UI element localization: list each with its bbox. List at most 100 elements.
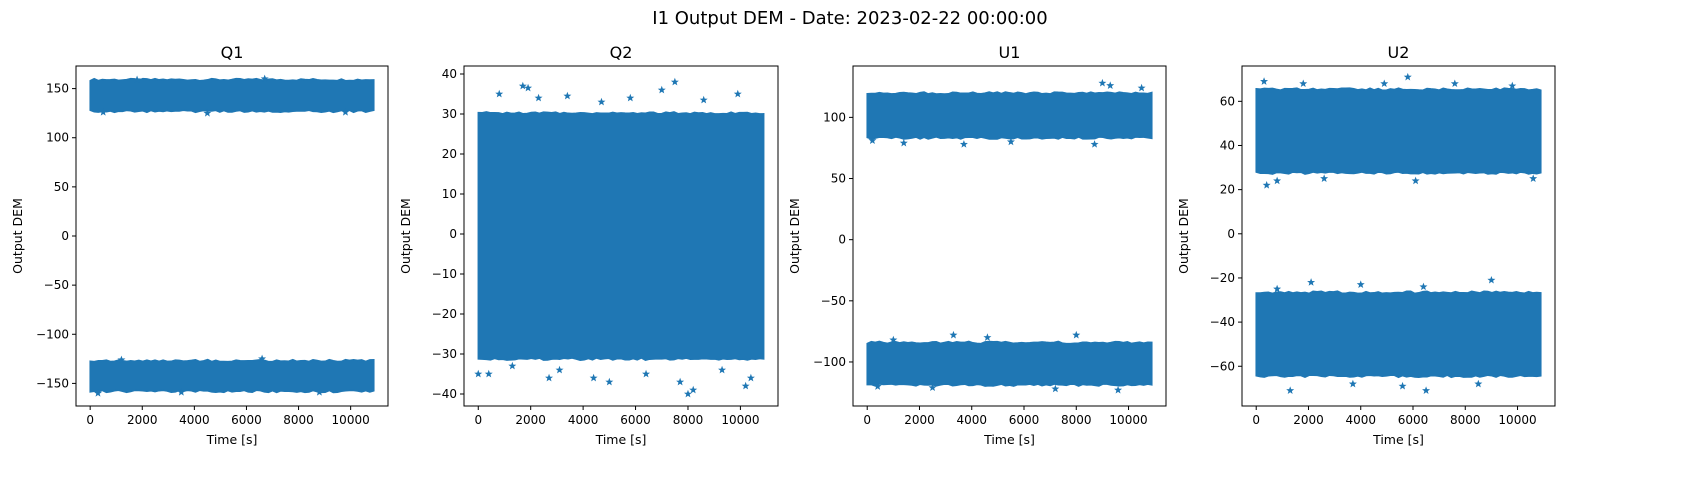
x-tick-label: 0 [474,413,482,427]
subplot-u1: 0 2000 4000 6000 8000 10000 −100 −50 0 50 100 U1 Tim… [787,43,1167,447]
data-point-q1-2-3 [177,388,186,396]
data-point-u1-2-1 [949,330,958,339]
data-point-u2-1-5 [1450,79,1459,88]
data-point-q1-2-4 [315,388,324,396]
data-point-q2-1-23 [718,365,727,374]
y-tick-label: 20 [1220,183,1235,197]
x-tick-label: 4000 [956,413,987,427]
data-point-u2-2-3 [1356,280,1365,288]
y-tick-label: −40 [432,387,457,401]
data-point-q2-1-12 [683,389,692,398]
y-tick-label: −50 [44,278,69,292]
y-axis-label: Output DEM [398,198,413,274]
data-point-u1-2-7 [928,383,937,392]
data-point-u2-1-9 [1320,174,1329,182]
data-point-q1-1-2 [133,75,142,84]
data-point-u2-2-6 [1286,386,1295,394]
scatter-band-u1-1-2 [866,340,1153,387]
data-point-u2-1-11 [1529,174,1538,182]
data-point-q2-1-9 [495,89,504,98]
data-point-u1-1-7 [1006,137,1015,146]
data-point-q2-1-1 [670,77,679,86]
data-point-u2-1-8 [1262,181,1271,189]
y-tick-label: 0 [449,227,457,241]
subplot-title: Q2 [610,43,633,62]
data-point-q2-1-15 [746,373,755,382]
x-tick-label: 8000 [1061,413,1092,427]
x-tick-label: 6000 [231,413,262,427]
data-point-u2-1-6 [1508,81,1517,90]
x-tick-label: 10000 [1109,413,1147,427]
y-axis-label: Output DEM [1176,198,1191,274]
data-point-q2-1-8 [626,93,635,102]
y-tick-label: −150 [36,376,69,390]
subplot-q1: 0 2000 4000 6000 8000 10000 −150 −100 −50 0 50 100 1… [10,43,389,447]
data-point-u1-1-6 [1090,140,1099,148]
data-point-u1-2-4 [889,335,898,344]
y-tick-label: 50 [54,180,69,194]
y-tick-label: −10 [432,267,457,281]
scatter-band-q1-1-1 [89,77,375,114]
x-tick-label: 6000 [620,413,651,427]
data-point-u1-1-8 [868,136,877,144]
data-point-u1-2-5 [1114,385,1123,394]
data-point-u2-1-1 [1403,72,1412,81]
y-tick-label: 10 [442,187,457,201]
data-point-q2-1-21 [484,369,493,378]
scatter-band-u2-1-2 [1255,290,1542,379]
x-axis-label: Time [s] [983,432,1035,447]
x-tick-label: 4000 [1345,413,1376,427]
data-point-u1-1-3 [1137,83,1146,92]
y-tick-label: −30 [432,347,457,361]
x-tick-label: 10000 [721,413,759,427]
x-tick-label: 2000 [127,413,158,427]
y-tick-label: −20 [432,307,457,321]
data-point-q1-2-5 [93,389,102,397]
data-point-u2-2-2 [1307,278,1316,286]
y-tick-label: −40 [1210,315,1235,329]
data-point-u1-2-2 [1072,330,1081,339]
plot-area [1255,72,1542,394]
y-tick-label: 40 [1220,138,1235,152]
subplot-title: U2 [1388,43,1410,62]
data-point-u1-1-2 [1106,81,1115,89]
x-tick-label: 2000 [1293,413,1324,427]
data-point-q2-1-22 [642,369,651,378]
y-tick-label: 30 [442,107,457,121]
x-tick-label: 8000 [283,413,314,427]
data-point-q2-1-19 [545,373,554,382]
figure-suptitle: I1 Output DEM - Date: 2023-02-22 00:00:0… [652,8,1047,29]
data-point-u2-1-4 [1380,79,1389,88]
scatter-band-q1-1-2 [89,358,375,394]
data-point-u1-1-4 [899,138,908,147]
data-point-q2-1-13 [689,385,698,394]
data-point-u2-1-7 [1273,176,1282,185]
axes-frame [463,65,779,407]
x-tick-label: 8000 [1450,413,1481,427]
subplot-title: U1 [999,43,1021,62]
y-tick-label: −100 [813,355,846,369]
x-axis-label: Time [s] [595,432,647,447]
scatter-band-u2-1-1 [1255,87,1542,175]
data-point-q1-1-4 [203,108,212,117]
data-point-u2-2-4 [1419,282,1428,291]
x-tick-label: 0 [863,413,871,427]
axes-frame [1241,65,1556,407]
y-tick-label: −100 [36,327,69,341]
data-point-u2-2-7 [1422,386,1431,394]
y-tick-label: 20 [442,147,457,161]
y-tick-label: 50 [831,172,846,186]
x-axis-label: Time [s] [206,432,258,447]
subplot-q2: 0 2000 4000 6000 8000 10000 −40 −30 −20 −10 0 10 20 3… [398,43,779,447]
x-tick-label: 0 [1252,413,1260,427]
y-tick-label: 100 [46,131,69,145]
scatter-band-q2-1-1 [477,111,765,361]
data-point-q2-1-2 [518,81,527,90]
x-tick-label: 6000 [1009,413,1040,427]
data-point-u2-2-8 [1398,381,1407,390]
plot-area [866,78,1153,394]
data-point-u2-1-3 [1299,79,1308,88]
data-point-q2-1-24 [555,365,564,374]
data-point-q2-1-4 [657,85,666,94]
